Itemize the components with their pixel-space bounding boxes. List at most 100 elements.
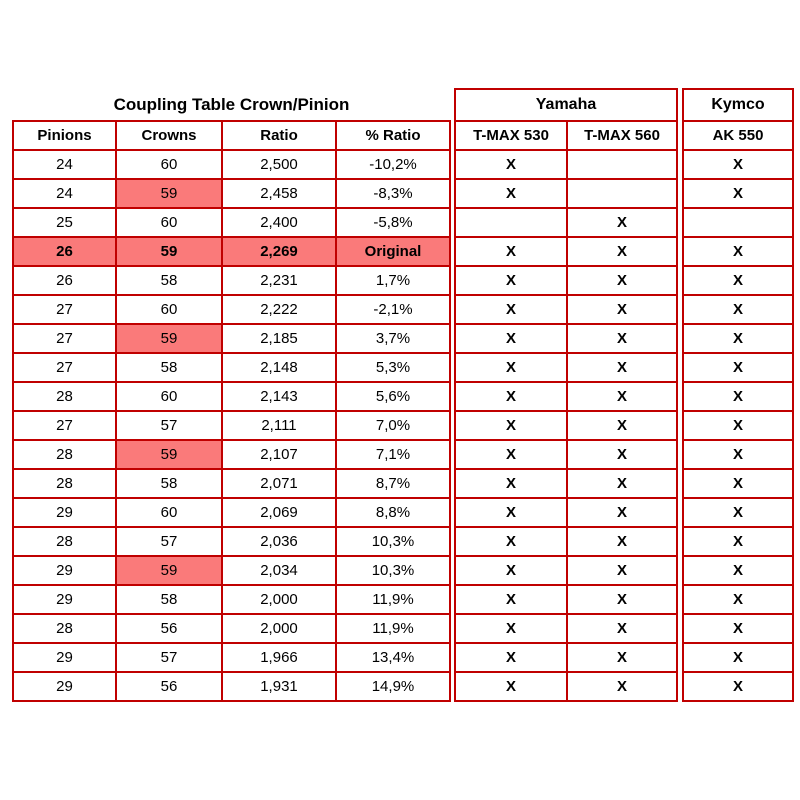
column-gap — [450, 643, 455, 672]
cell-tmax-530: X — [454, 642, 568, 673]
column-gap — [450, 266, 455, 295]
cell-ratio: 2,222 — [221, 294, 337, 325]
cell-pct-ratio: -5,8% — [335, 207, 451, 238]
cell-ak-550: X — [682, 468, 794, 499]
cell-crowns: 60 — [115, 381, 223, 412]
table-row: 25 60 2,400 -5,8% X — [12, 207, 794, 238]
column-gap — [450, 585, 455, 614]
cell-ratio: 2,143 — [221, 381, 337, 412]
cell-pinions: 27 — [12, 410, 117, 441]
cell-pinions: 29 — [12, 671, 117, 702]
column-gap — [450, 556, 455, 585]
coupling-table-container: Coupling Table Crown/Pinion Yamaha Kymco… — [12, 88, 794, 702]
column-gap — [677, 324, 683, 353]
cell-ak-550: X — [682, 439, 794, 470]
column-gap — [677, 498, 683, 527]
column-gap — [677, 585, 683, 614]
cell-ratio: 2,148 — [221, 352, 337, 383]
cell-ratio: 2,400 — [221, 207, 337, 238]
table-body: 24 60 2,500 -10,2% X X 24 59 2,458 -8,3% X X 25 60 2,4… — [12, 149, 794, 702]
cell-ak-550: X — [682, 236, 794, 267]
cell-pinions: 27 — [12, 294, 117, 325]
cell-pinions: 28 — [12, 468, 117, 499]
table-row: 29 59 2,034 10,3% X X X — [12, 555, 794, 586]
cell-tmax-530: X — [454, 323, 568, 354]
col-header-pinions: Pinions — [12, 120, 117, 151]
cell-tmax-530: X — [454, 555, 568, 586]
cell-pinions: 28 — [12, 381, 117, 412]
cell-ratio: 2,500 — [221, 149, 337, 180]
cell-pct-ratio: 13,4% — [335, 642, 451, 673]
cell-pct-ratio: 11,9% — [335, 613, 451, 644]
cell-tmax-560 — [566, 178, 678, 209]
col-header-pct-ratio: % Ratio — [335, 120, 451, 151]
cell-crowns: 57 — [115, 410, 223, 441]
cell-ratio: 2,111 — [221, 410, 337, 441]
cell-ak-550: X — [682, 381, 794, 412]
cell-tmax-530: X — [454, 671, 568, 702]
cell-pct-ratio: 10,3% — [335, 555, 451, 586]
column-gap — [677, 556, 683, 585]
title-row: Coupling Table Crown/Pinion Yamaha Kymco — [13, 88, 794, 122]
col-header-tmax-530: T-MAX 530 — [454, 120, 568, 151]
cell-tmax-560: X — [566, 265, 678, 296]
column-gap — [677, 469, 683, 498]
table-row: 29 57 1,966 13,4% X X X — [12, 642, 794, 673]
cell-tmax-530: X — [454, 526, 568, 557]
cell-crowns: 56 — [115, 613, 223, 644]
column-gap — [450, 440, 455, 469]
cell-ak-550: X — [682, 352, 794, 383]
table-row: 26 58 2,231 1,7% X X X — [12, 265, 794, 296]
cell-ak-550: X — [682, 671, 794, 702]
cell-ratio: 2,000 — [221, 584, 337, 615]
column-gap — [677, 440, 683, 469]
cell-pinions: 25 — [12, 207, 117, 238]
cell-crowns: 60 — [115, 207, 223, 238]
coupling-table: Coupling Table Crown/Pinion Yamaha Kymco… — [12, 88, 794, 702]
column-gap — [450, 179, 455, 208]
cell-crowns: 58 — [115, 584, 223, 615]
cell-pct-ratio: -8,3% — [335, 178, 451, 209]
table-row: 26 59 2,269 Original X X X — [12, 236, 794, 267]
cell-tmax-560: X — [566, 671, 678, 702]
column-gap — [677, 643, 683, 672]
cell-tmax-560: X — [566, 439, 678, 470]
column-gap — [677, 266, 683, 295]
cell-tmax-530: X — [454, 294, 568, 325]
table-row: 27 58 2,148 5,3% X X X — [12, 352, 794, 383]
cell-crowns: 59 — [115, 323, 223, 354]
table-row: 29 56 1,931 14,9% X X X — [12, 671, 794, 702]
cell-tmax-560: X — [566, 642, 678, 673]
cell-pct-ratio: 3,7% — [335, 323, 451, 354]
table-row: 24 60 2,500 -10,2% X X — [12, 149, 794, 180]
column-gap — [677, 121, 683, 150]
cell-ak-550: X — [682, 613, 794, 644]
cell-pinions: 28 — [12, 613, 117, 644]
cell-crowns: 56 — [115, 671, 223, 702]
cell-ratio: 1,931 — [221, 671, 337, 702]
cell-tmax-560: X — [566, 207, 678, 238]
cell-ak-550: X — [682, 555, 794, 586]
cell-crowns: 57 — [115, 526, 223, 557]
cell-ratio: 1,966 — [221, 642, 337, 673]
column-gap — [450, 672, 455, 701]
brand-kymco: Kymco — [682, 88, 794, 122]
table-row: 28 56 2,000 11,9% X X X — [12, 613, 794, 644]
cell-tmax-530 — [454, 207, 568, 238]
cell-pct-ratio: 5,6% — [335, 381, 451, 412]
cell-ak-550: X — [682, 178, 794, 209]
cell-ratio: 2,231 — [221, 265, 337, 296]
cell-ratio: 2,107 — [221, 439, 337, 470]
column-gap — [450, 237, 455, 266]
table-title: Coupling Table Crown/Pinion — [13, 89, 450, 121]
cell-tmax-530: X — [454, 236, 568, 267]
cell-pct-ratio: 10,3% — [335, 526, 451, 557]
table-row: 29 58 2,000 11,9% X X X — [12, 584, 794, 615]
table-row: 27 57 2,111 7,0% X X X — [12, 410, 794, 441]
cell-tmax-560: X — [566, 294, 678, 325]
cell-ratio: 2,458 — [221, 178, 337, 209]
cell-pinions: 26 — [12, 236, 117, 267]
cell-tmax-560: X — [566, 410, 678, 441]
cell-ratio: 2,069 — [221, 497, 337, 528]
column-gap — [450, 295, 455, 324]
